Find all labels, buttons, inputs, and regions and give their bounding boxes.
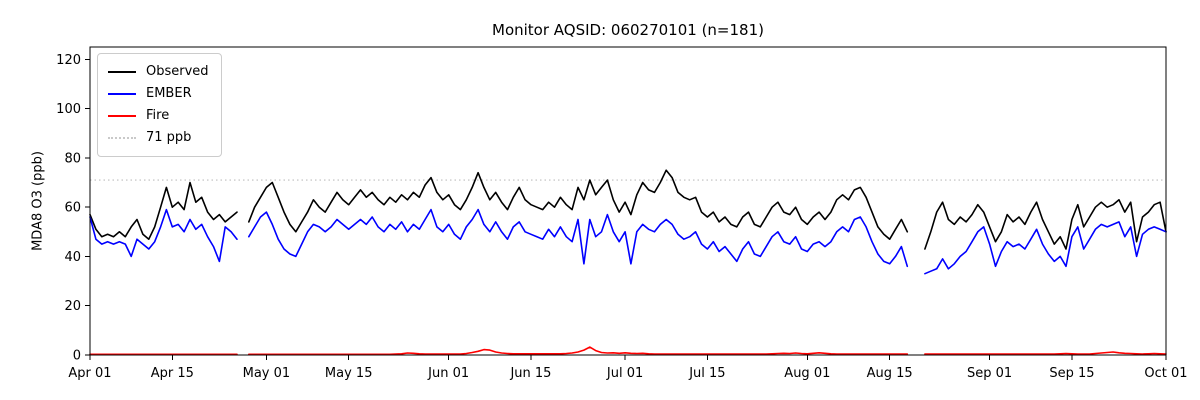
x-tick-label: Aug 15: [867, 366, 913, 381]
y-tick-label: 100: [56, 102, 81, 117]
legend-item-observed: Observed: [108, 61, 209, 83]
y-tick-label: 60: [64, 201, 81, 216]
y-tick-label: 80: [64, 151, 81, 166]
y-tick-label: 120: [56, 53, 81, 68]
x-tick-label: Jun 01: [427, 366, 469, 381]
x-tick-label: Jul 01: [606, 366, 643, 381]
y-tick-label: 20: [64, 299, 81, 314]
x-tick-label: May 15: [325, 366, 373, 381]
fire-line-swatch: [108, 115, 136, 117]
legend-item-ember: EMBER: [108, 83, 209, 105]
legend: Observed EMBER Fire 71 ppb: [97, 53, 222, 157]
y-tick-label: 0: [73, 349, 81, 364]
x-tick-label: Jul 15: [688, 366, 725, 381]
threshold-line-swatch: [108, 137, 136, 139]
x-tick-label: Jun 15: [509, 366, 551, 381]
ember-line: [89, 208, 1167, 275]
observed-line-swatch: [108, 71, 136, 73]
legend-item-fire: Fire: [108, 105, 209, 127]
fire-line: [89, 346, 1167, 356]
y-tick-label: 40: [64, 250, 81, 265]
chart-title: Monitor AQSID: 060270101 (n=181): [492, 21, 764, 39]
x-tick-label: Sep 01: [967, 366, 1012, 381]
x-tick-label: Oct 01: [1144, 366, 1187, 381]
x-tick-label: May 01: [243, 366, 291, 381]
x-tick-label: Sep 15: [1049, 366, 1094, 381]
observed-line: [89, 169, 1167, 250]
legend-item-threshold: 71 ppb: [108, 127, 209, 149]
legend-label-threshold: 71 ppb: [146, 130, 192, 145]
legend-label-observed: Observed: [146, 64, 209, 79]
ember-line-swatch: [108, 93, 136, 95]
x-tick-label: Apr 01: [68, 366, 111, 381]
axes-box: [89, 46, 1167, 356]
x-tick-label: Apr 15: [151, 366, 194, 381]
legend-label-ember: EMBER: [146, 86, 192, 101]
x-tick-label: Aug 01: [784, 366, 830, 381]
legend-label-fire: Fire: [146, 108, 170, 123]
